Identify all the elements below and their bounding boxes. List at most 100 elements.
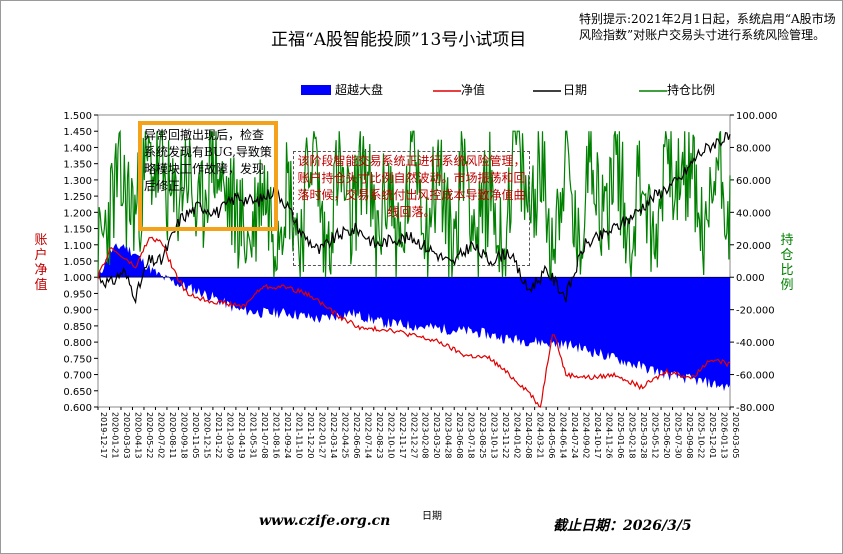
- x-tick-label: 2025-06-20: [662, 412, 671, 459]
- x-tick-label: 2023-02-08: [421, 412, 430, 459]
- x-tick-label: 2021-01-22: [214, 412, 223, 459]
- x-tick-label: 2023-08-25: [478, 412, 487, 459]
- x-tick-label: 2023-10-13: [490, 412, 499, 459]
- x-tick-label: 2025-12-01: [708, 412, 717, 459]
- legend-label-position: 持仓比例: [667, 83, 716, 97]
- x-tick-label: 2020-08-11: [168, 412, 177, 459]
- x-tick-label: 2021-08-16: [271, 412, 280, 459]
- left-tick-label: 1.300: [63, 176, 92, 187]
- left-tick-label: 0.750: [63, 354, 92, 365]
- left-tick-label: 1.050: [63, 257, 92, 268]
- right-tick-label: -40.000: [736, 338, 775, 349]
- x-tick-label: 2023-03-20: [432, 412, 441, 459]
- x-tick-label: 2024-11-26: [605, 412, 614, 459]
- x-tick-label: 2022-12-27: [409, 412, 418, 459]
- line-series-net-value: [97, 236, 731, 408]
- x-tick-label: 2022-08-23: [375, 412, 384, 459]
- x-tick-label: 2020-09-18: [179, 412, 188, 459]
- x-tick-label: 2026-01-13: [720, 412, 729, 459]
- left-tick-label: 1.500: [63, 111, 92, 122]
- x-tick-label: 2024-06-14: [559, 412, 568, 459]
- x-tick-label: 2021-03-09: [225, 412, 234, 459]
- left-tick-label: 1.450: [63, 127, 92, 138]
- x-tick-label: 2021-12-20: [306, 412, 315, 459]
- left-tick-label: 0.650: [63, 387, 92, 398]
- right-axis-label: 持仓比例: [780, 233, 794, 293]
- legend-label-net-value: 净值: [461, 83, 486, 97]
- x-tick-label: 2022-11-17: [398, 412, 407, 459]
- x-tick-label: 2020-07-02: [156, 412, 165, 459]
- left-axis-label: 账户净值: [34, 233, 48, 293]
- left-tick-label: 0.800: [63, 338, 92, 349]
- left-tick-label: 1.150: [63, 225, 92, 236]
- legend-swatch-area: [301, 85, 331, 95]
- right-tick-label: -60.000: [736, 371, 775, 382]
- x-tick-label: 2022-01-27: [317, 412, 326, 459]
- x-tick-label: 2019-12-17: [99, 412, 108, 459]
- left-tick-label: 1.200: [63, 208, 92, 219]
- x-tick-label: 2021-04-19: [237, 412, 246, 459]
- x-tick-label: 2025-02-18: [628, 412, 637, 459]
- right-tick-label: -80.000: [736, 403, 775, 414]
- x-tick-label: 2021-11-10: [294, 412, 303, 459]
- line-series-index: [97, 131, 731, 305]
- left-tick-label: 0.600: [63, 403, 92, 414]
- x-tick-label: 2022-07-14: [363, 412, 372, 459]
- left-tick-label: 1.400: [63, 143, 92, 154]
- left-tick-label: 1.250: [63, 192, 92, 203]
- left-tick-label: 1.350: [63, 160, 92, 171]
- bug-annotation: 异常回撤出现后，检查系统发现有BUG,导致策略模块工作故障，发现后修正。: [138, 121, 278, 231]
- x-tick-label: 2023-06-08: [455, 412, 464, 459]
- left-tick-label: 1.000: [63, 273, 92, 284]
- right-tick-label: 40.000: [736, 208, 771, 219]
- x-tick-label: 2025-03-28: [639, 412, 648, 459]
- x-tick-label: 2025-05-12: [651, 412, 660, 459]
- x-tick-label: 2020-11-05: [191, 412, 200, 459]
- right-tick-label: 0.000: [736, 273, 765, 284]
- x-tick-label: 2020-12-15: [202, 412, 211, 459]
- x-tick-label: 2020-05-22: [145, 412, 154, 459]
- left-tick-label: 0.950: [63, 289, 92, 300]
- x-tick-label: 2024-02-08: [524, 412, 533, 459]
- x-tick-label: 2023-04-28: [444, 412, 453, 459]
- x-tick-label: 2022-04-25: [340, 412, 349, 459]
- x-tick-label: 2022-06-06: [352, 412, 361, 459]
- legend-swatch-position: [639, 90, 667, 92]
- legend-swatch-index: [533, 90, 561, 92]
- right-tick-label: -20.000: [736, 306, 775, 317]
- chart-title: 正福“A股智能投顾”13号小试项目: [271, 30, 527, 50]
- x-tick-label: 2020-03-03: [122, 412, 131, 459]
- x-tick-label: 2024-07-24: [570, 412, 579, 459]
- right-tick-label: 20.000: [736, 241, 771, 252]
- x-tick-label: 2026-03-05: [731, 412, 740, 459]
- website-url: www.czife.org.cn: [259, 513, 391, 529]
- x-tick-label: 2021-05-31: [248, 412, 257, 459]
- x-tick-label: 2020-01-21: [110, 412, 119, 459]
- notice-text: 特别提示:2021年2月1日起，系统启用“A股市场风险指数”对账户交易头寸进行系…: [579, 12, 836, 42]
- legend-swatch-net-value: [433, 90, 461, 92]
- x-tick-label: 2022-03-14: [329, 412, 338, 459]
- left-tick-label: 1.100: [63, 241, 92, 252]
- x-tick-label: 2022-10-10: [386, 412, 395, 459]
- x-tick-label: 2021-09-24: [283, 412, 292, 459]
- left-tick-label: 0.900: [63, 306, 92, 317]
- x-tick-label: 2025-01-06: [616, 412, 625, 459]
- legend-label-area: 超越大盘: [335, 83, 384, 97]
- x-tick-label: 2025-10-22: [697, 412, 706, 459]
- x-tick-label: 2021-07-08: [260, 412, 269, 459]
- x-tick-label: 2025-09-08: [685, 412, 694, 459]
- left-tick-label: 0.850: [63, 322, 92, 333]
- x-tick-label: 2023-07-18: [467, 412, 476, 459]
- x-tick-label: 2020-04-13: [133, 412, 142, 459]
- right-tick-label: 60.000: [736, 176, 771, 187]
- x-tick-label: 2024-10-17: [593, 412, 602, 459]
- deadline-date: 截止日期：2026/3/5: [553, 518, 692, 534]
- x-axis-label: 日期: [422, 511, 442, 522]
- x-tick-label: 2024-03-21: [536, 412, 545, 459]
- x-tick-label: 2025-07-30: [674, 412, 683, 459]
- left-tick-label: 0.700: [63, 371, 92, 382]
- legend-label-index: 日期: [563, 83, 588, 97]
- x-tick-label: 2023-11-22: [501, 412, 510, 459]
